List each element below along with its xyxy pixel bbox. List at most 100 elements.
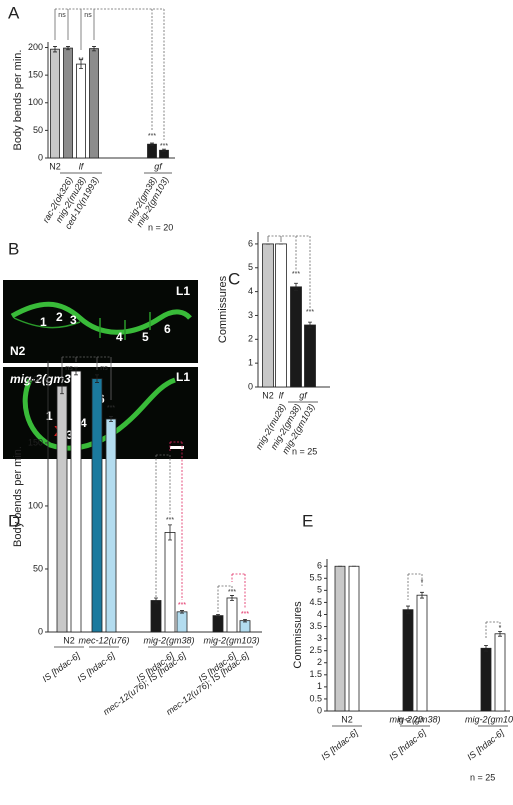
x-tick-label: IS [hdac-6] xyxy=(387,727,428,762)
y-tick-label: 0.5 xyxy=(309,693,322,703)
y-axis-label: Body bends per min. xyxy=(12,50,24,151)
bar xyxy=(494,633,506,712)
significance-label: *** xyxy=(306,309,314,316)
error-bar xyxy=(92,46,96,52)
commissure-number: 6 xyxy=(164,322,171,336)
error-bar xyxy=(109,416,113,422)
significance-label: *** xyxy=(241,611,249,618)
y-tick-label: 6 xyxy=(248,238,253,248)
sample-size: n = 20 xyxy=(148,222,173,232)
y-tick-label: 0 xyxy=(38,626,43,636)
y-tick-label: 6 xyxy=(317,561,322,571)
y-tick-label: 1 xyxy=(317,681,322,691)
stage-label: L1 xyxy=(176,284,190,298)
significance-label: *** xyxy=(178,602,186,609)
error-bar xyxy=(216,613,220,618)
bar xyxy=(56,385,68,633)
error-bar xyxy=(406,605,410,614)
error-bar xyxy=(79,59,83,69)
group-label: N2 xyxy=(341,714,353,724)
significance-label: *** xyxy=(292,271,300,278)
group-label: mig-2(gm103) xyxy=(465,714,513,724)
commissure-number: 3 xyxy=(70,313,77,327)
x-tick-label: IS [hdac-6] xyxy=(319,727,360,762)
bar xyxy=(416,594,428,712)
group-label: mig-2(gm38) xyxy=(389,714,440,724)
bar xyxy=(226,597,238,633)
y-tick-label: 150 xyxy=(28,70,43,80)
y-tick-label: 4.5 xyxy=(309,597,322,607)
y-tick-label: 0 xyxy=(317,705,322,715)
significance-label: ** xyxy=(78,57,84,64)
commissure-number: 1 xyxy=(46,409,53,423)
y-tick-label: 0 xyxy=(248,381,253,391)
error-bar xyxy=(420,591,424,599)
panel-letter: A xyxy=(8,3,20,22)
error-bar xyxy=(53,46,57,53)
bar xyxy=(334,565,346,712)
y-tick-label: 4 xyxy=(317,609,322,619)
group-label: N2 xyxy=(63,635,75,645)
y-tick-label: 3 xyxy=(317,633,322,643)
bar xyxy=(275,243,287,388)
error-bar xyxy=(154,597,158,604)
error-bar xyxy=(74,366,78,376)
y-tick-label: 100 xyxy=(28,97,43,107)
sample-size: n = 20 xyxy=(398,714,423,724)
group-label: N2 xyxy=(262,390,274,400)
strain-label: N2 xyxy=(10,344,26,358)
commissure-number: 4 xyxy=(116,330,123,344)
commissure-number: 5 xyxy=(142,330,149,344)
y-tick-label: 2.5 xyxy=(309,645,322,655)
group-label: lf xyxy=(279,390,285,400)
commissure-number: 3 xyxy=(66,428,73,442)
bar xyxy=(150,600,162,633)
commissure-number: 1 xyxy=(40,315,47,329)
significance-label: *** xyxy=(107,405,115,412)
x-tick-label: IS [hdac-6] xyxy=(465,727,506,762)
stage-label: L1 xyxy=(176,370,190,384)
error-bar xyxy=(484,644,488,652)
error-bar xyxy=(66,46,70,51)
error-bar xyxy=(294,282,298,291)
sample-size: n = 25 xyxy=(292,446,317,456)
significance-label: ns xyxy=(65,365,73,372)
scale-bar xyxy=(170,446,184,449)
bar xyxy=(262,243,274,388)
significance-label: ns xyxy=(100,365,108,372)
significance-label: *** xyxy=(228,589,236,596)
error-bar xyxy=(162,148,166,152)
x-tick-label: IS [hdac-6] xyxy=(40,650,81,684)
strain-label: mig-2(gm38) xyxy=(10,372,81,386)
worm xyxy=(22,377,176,451)
y-tick-label: 2 xyxy=(248,334,253,344)
y-tick-label: 5.5 xyxy=(309,573,322,583)
commissures xyxy=(13,312,151,340)
y-tick-label: 200 xyxy=(28,42,43,52)
group-label: gf xyxy=(154,161,163,171)
bar xyxy=(76,63,86,159)
error-bar xyxy=(150,142,154,146)
y-tick-label: 50 xyxy=(33,563,43,573)
worm xyxy=(10,301,192,335)
panel-letter: D xyxy=(8,511,20,530)
error-bar xyxy=(498,630,502,637)
y-axis-label: Commissures xyxy=(217,275,229,343)
bar xyxy=(105,418,117,633)
y-tick-label: 0 xyxy=(38,152,43,162)
sample-size: n = 25 xyxy=(470,772,495,782)
y-axis-label: Body bends per min. xyxy=(12,446,24,547)
group-label: mig-2(gm38) xyxy=(143,635,194,645)
y-tick-label: 5 xyxy=(248,262,253,272)
error-bar xyxy=(60,378,64,395)
panel-letter: B xyxy=(8,239,19,258)
group-label: mig-2(gm103) xyxy=(203,635,259,645)
error-bar xyxy=(168,524,172,541)
bar xyxy=(348,565,360,712)
y-tick-label: 1.5 xyxy=(309,669,322,679)
bar xyxy=(176,611,188,633)
commissure-number: 4 xyxy=(80,416,87,430)
y-tick-label: 3.5 xyxy=(309,621,322,631)
y-tick-label: 5 xyxy=(317,585,322,595)
